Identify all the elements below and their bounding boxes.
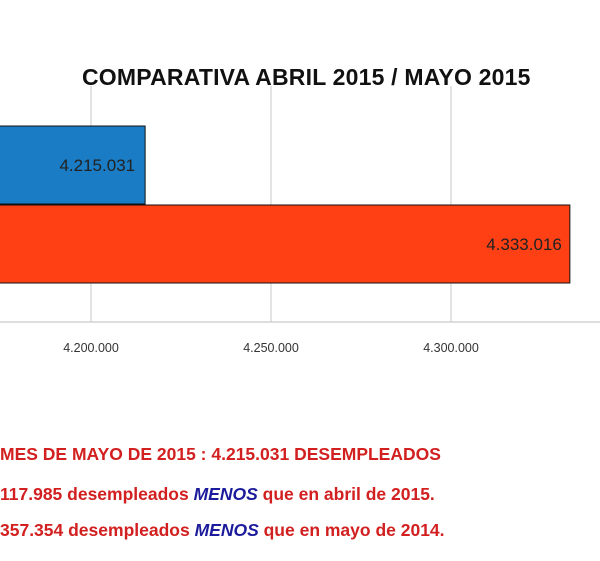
note-line-3-emphasis: MENOS <box>194 520 259 540</box>
bar-0 <box>0 125 146 205</box>
bar-chart: 4.215.031 4.333.016 4.200.000 4.250.000 4.3… <box>0 86 600 355</box>
note-line-3: 357.354 desempleados MENOS que en mayo d… <box>0 520 445 541</box>
note-line-3-suffix: que en mayo de 2014. <box>258 520 445 540</box>
bars-group: 4.215.031 4.333.016 <box>0 125 571 284</box>
bar-1 <box>0 204 571 284</box>
note-line-2: 117.985 desempleados MENOS que en abril … <box>0 484 435 505</box>
note-line-3-prefix: 357.354 desempleados <box>0 520 195 540</box>
note-line-2-prefix: 117.985 desempleados <box>0 484 194 504</box>
note-line-1-text: MES DE MAYO DE 2015 : 4.215.031 DESEMPLE… <box>0 444 441 464</box>
bar-value-label: 4.333.016 <box>486 235 562 254</box>
chart-title: COMPARATIVA ABRIL 2015 / MAYO 2015 <box>82 64 531 90</box>
x-tick-label: 4.200.000 <box>63 341 119 355</box>
gridlines <box>90 86 452 322</box>
bar-value-label: 4.215.031 <box>59 156 135 175</box>
note-line-2-emphasis: MENOS <box>193 484 258 504</box>
x-tick-label: 4.300.000 <box>423 341 479 355</box>
note-line-1: MES DE MAYO DE 2015 : 4.215.031 DESEMPLE… <box>0 444 441 465</box>
note-line-2-suffix: que en abril de 2015. <box>257 484 435 504</box>
x-tick-label: 4.250.000 <box>243 341 299 355</box>
